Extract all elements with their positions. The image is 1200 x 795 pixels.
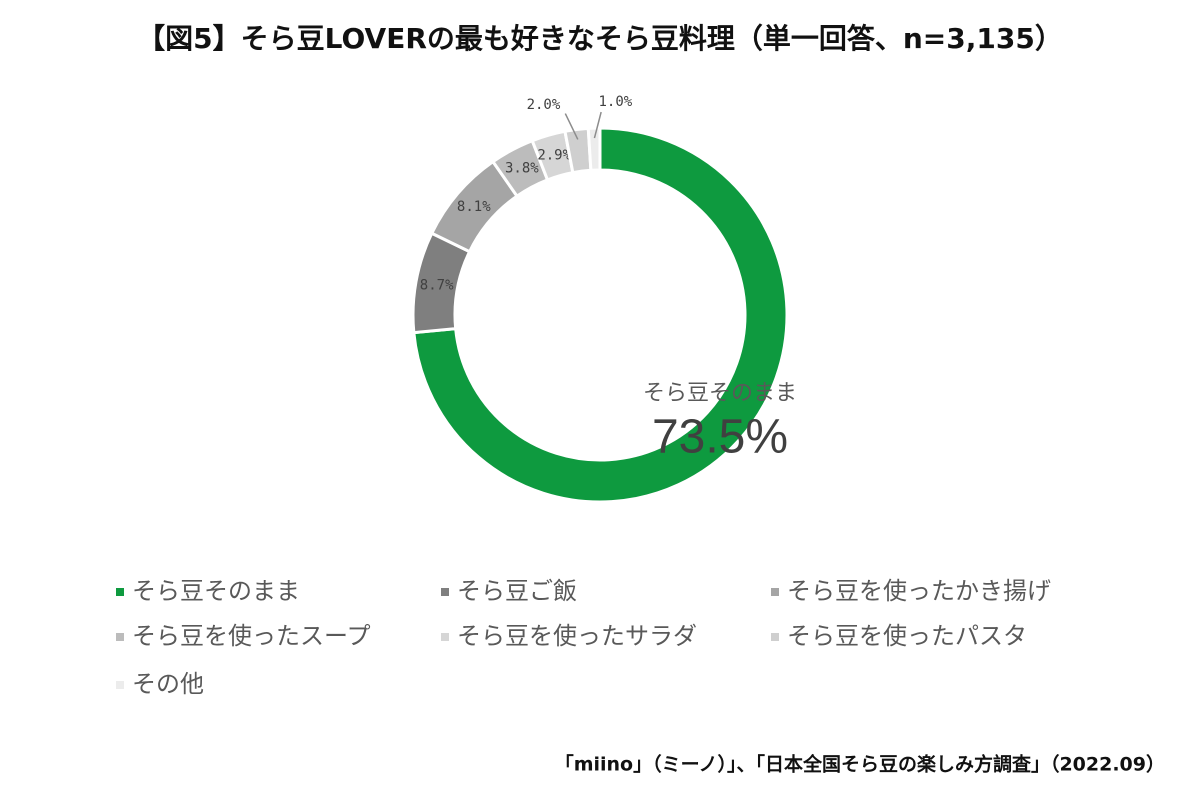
leader-line — [593, 111, 602, 139]
slice-value-label: 2.0% — [527, 97, 561, 113]
donut-slice — [586, 126, 602, 172]
legend-swatch — [116, 633, 124, 641]
slice-value-label: 8.1% — [457, 199, 491, 215]
legend-label: そら豆を使ったサラダ — [457, 622, 697, 650]
slice-value-label: 3.8% — [505, 161, 539, 177]
legend-label: そら豆を使ったかき揚げ — [787, 577, 1051, 605]
slice-value-label: 8.7% — [420, 277, 454, 293]
slice-value-label: 2.9% — [537, 147, 571, 163]
slice-value-label: 73.5% — [652, 411, 788, 464]
slice-category-label: そら豆そのまま — [643, 381, 797, 406]
legend-swatch — [441, 588, 449, 596]
legend-swatch — [771, 633, 779, 641]
chart-title: 【図5】そら豆LOVERの最も好きなそら豆料理（単一回答、n=3,135） — [137, 22, 1063, 55]
legend-swatch — [116, 588, 124, 596]
leader-line — [564, 113, 579, 140]
legend-label: そら豆ご飯 — [457, 577, 577, 605]
legend-swatch — [116, 681, 124, 689]
legend-label: そら豆そのまま — [132, 577, 300, 605]
legend-label: その他 — [132, 670, 204, 698]
slice-value-label: 1.0% — [598, 94, 632, 110]
donut-slice — [412, 126, 789, 504]
legend-swatch — [441, 633, 449, 641]
legend-swatch — [771, 588, 779, 596]
source-note: 「miino」（ミーノ）」、「日本全国そら豆の楽しみ方調査」（2022.09） — [555, 753, 1165, 776]
legend-label: そら豆を使ったスープ — [132, 622, 371, 650]
legend-label: そら豆を使ったパスタ — [787, 622, 1027, 650]
